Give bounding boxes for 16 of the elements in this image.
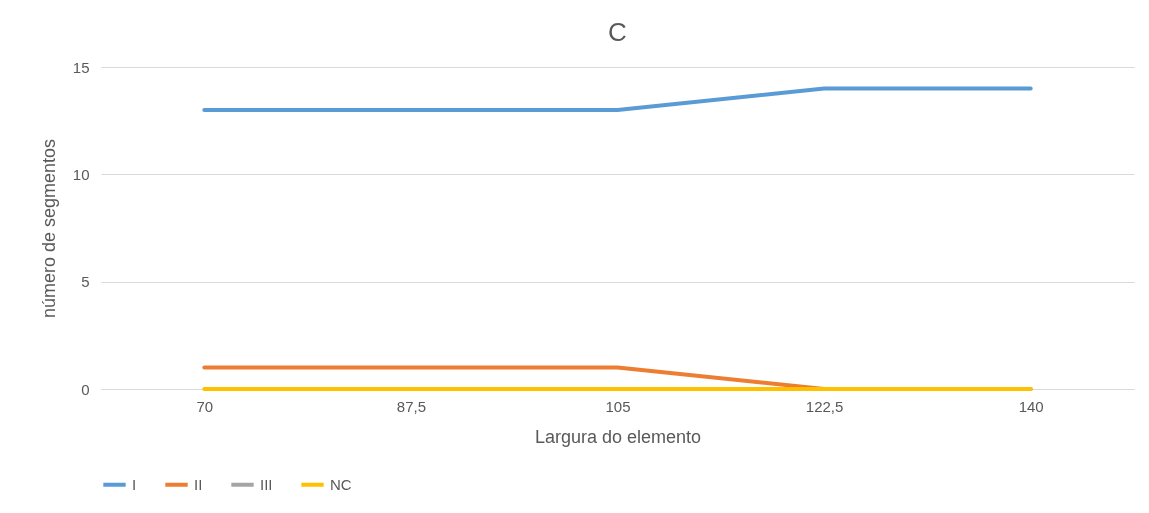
x-tick-label: 122,5: [805, 397, 844, 415]
x-tick-label: 105: [605, 397, 631, 415]
chart-title: C: [608, 17, 627, 47]
legend-label: II: [194, 475, 203, 493]
y-tick-label: 15: [72, 58, 90, 76]
y-tick-label: 0: [81, 380, 90, 398]
y-axis-title: número de segmentos: [38, 138, 59, 319]
x-tick-label: 140: [1018, 397, 1044, 415]
legend-label: I: [132, 475, 137, 493]
x-tick-label: 70: [196, 397, 214, 415]
legend-label: NC: [330, 475, 352, 493]
legend-label: III: [260, 475, 273, 493]
x-tick-label: 87,5: [396, 397, 426, 415]
x-axis-title: Largura do elemento: [534, 426, 702, 447]
y-tick-label: 5: [81, 273, 90, 291]
y-tick-label: 10: [72, 165, 90, 183]
